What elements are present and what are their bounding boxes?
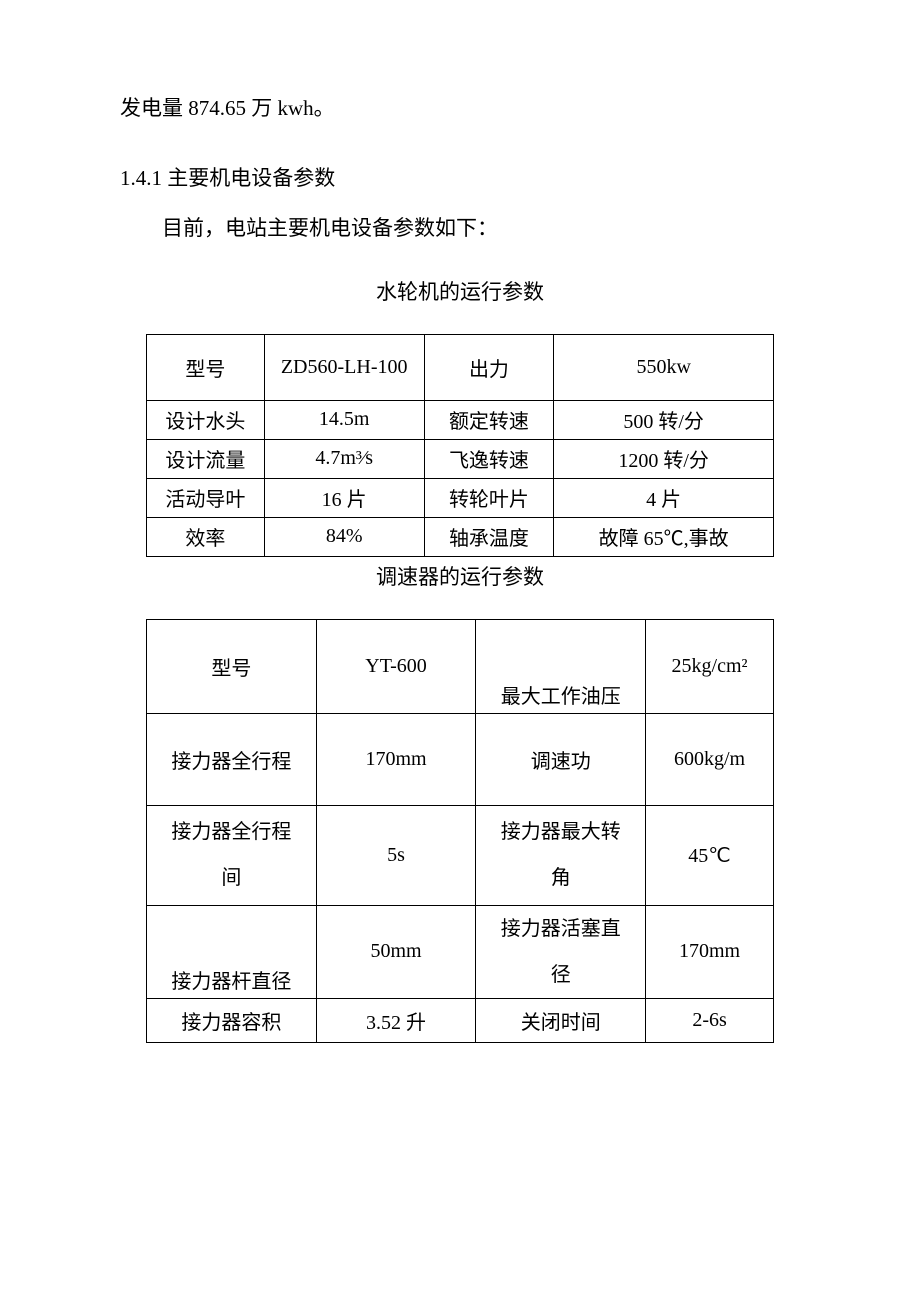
cell-label: 接力器容积 xyxy=(147,998,317,1042)
cell-value: YT-600 xyxy=(316,619,476,713)
line1: 接力器最大转 xyxy=(501,821,621,843)
cell-label: 调速功 xyxy=(476,713,646,805)
cell-value: 14.5m xyxy=(264,400,424,439)
section-heading: 1.4.1 主要机电设备参数 xyxy=(120,155,800,201)
cell-label: 型号 xyxy=(147,619,317,713)
cell-value: ZD560-LH-100 xyxy=(264,334,424,400)
cell-label: 接力器全行程 xyxy=(147,713,317,805)
turbine-params-table: 型号 ZD560-LH-100 出力 550kw 设计水头 14.5m 额定转速… xyxy=(146,334,774,557)
line1: 接力器全行程 xyxy=(171,821,291,843)
cell-label: 额定转速 xyxy=(424,400,554,439)
cell-label: 型号 xyxy=(147,334,265,400)
table-row: 型号 ZD560-LH-100 出力 550kw xyxy=(147,334,774,400)
cell-value: 4.7m³⁄s xyxy=(264,439,424,478)
cell-label: 接力器杆直径 xyxy=(147,905,317,998)
table-row: 效率 84% 轴承温度 故障 65℃,事故 xyxy=(147,517,774,556)
table-row: 接力器全行程 间 5s 接力器最大转 角 45℃ xyxy=(147,805,774,905)
cell-value: 84% xyxy=(264,517,424,556)
line2: 间 xyxy=(221,867,241,889)
cell-label: 接力器全行程 间 xyxy=(147,805,317,905)
cell-value: 170mm xyxy=(316,713,476,805)
cell-value: 故障 65℃,事故 xyxy=(554,517,774,556)
cell-value: 3.52 升 xyxy=(316,998,476,1042)
cell-label: 设计水头 xyxy=(147,400,265,439)
cell-value: 500 转/分 xyxy=(554,400,774,439)
cell-label: 轴承温度 xyxy=(424,517,554,556)
cell-label: 关闭时间 xyxy=(476,998,646,1042)
table1-title: 水轮机的运行参数 xyxy=(120,276,800,306)
cell-label: 活动导叶 xyxy=(147,478,265,517)
cell-value: 4 片 xyxy=(554,478,774,517)
table-row: 设计流量 4.7m³⁄s 飞逸转速 1200 转/分 xyxy=(147,439,774,478)
cell-value: 1200 转/分 xyxy=(554,439,774,478)
cell-label: 最大工作油压 xyxy=(476,619,646,713)
cell-label: 效率 xyxy=(147,517,265,556)
line2: 径 xyxy=(551,964,571,986)
sub-paragraph: 目前，电站主要机电设备参数如下： xyxy=(120,205,800,251)
table-row: 接力器杆直径 50mm 接力器活塞直 径 170mm xyxy=(147,905,774,998)
cell-value: 2-6s xyxy=(646,998,774,1042)
table2-title: 调速器的运行参数 xyxy=(120,561,800,591)
cell-value: 25kg/cm² xyxy=(646,619,774,713)
table-row: 活动导叶 16 片 转轮叶片 4 片 xyxy=(147,478,774,517)
line2: 角 xyxy=(551,867,571,889)
cell-value: 550kw xyxy=(554,334,774,400)
cell-value: 45℃ xyxy=(646,805,774,905)
cell-label: 出力 xyxy=(424,334,554,400)
table-row: 型号 YT-600 最大工作油压 25kg/cm² xyxy=(147,619,774,713)
cell-value: 5s xyxy=(316,805,476,905)
line1: 接力器活塞直 xyxy=(501,918,621,940)
cell-label: 设计流量 xyxy=(147,439,265,478)
cell-value: 16 片 xyxy=(264,478,424,517)
governor-params-table: 型号 YT-600 最大工作油压 25kg/cm² 接力器全行程 170mm 调… xyxy=(146,619,774,1043)
table-row: 设计水头 14.5m 额定转速 500 转/分 xyxy=(147,400,774,439)
cell-value: 600kg/m xyxy=(646,713,774,805)
intro-paragraph: 发电量 874.65 万 kwh。 xyxy=(120,85,800,131)
table-row: 接力器全行程 170mm 调速功 600kg/m xyxy=(147,713,774,805)
cell-value: 50mm xyxy=(316,905,476,998)
cell-label: 转轮叶片 xyxy=(424,478,554,517)
cell-label: 接力器活塞直 径 xyxy=(476,905,646,998)
table-row: 接力器容积 3.52 升 关闭时间 2-6s xyxy=(147,998,774,1042)
cell-label: 飞逸转速 xyxy=(424,439,554,478)
cell-value: 170mm xyxy=(646,905,774,998)
cell-label: 接力器最大转 角 xyxy=(476,805,646,905)
